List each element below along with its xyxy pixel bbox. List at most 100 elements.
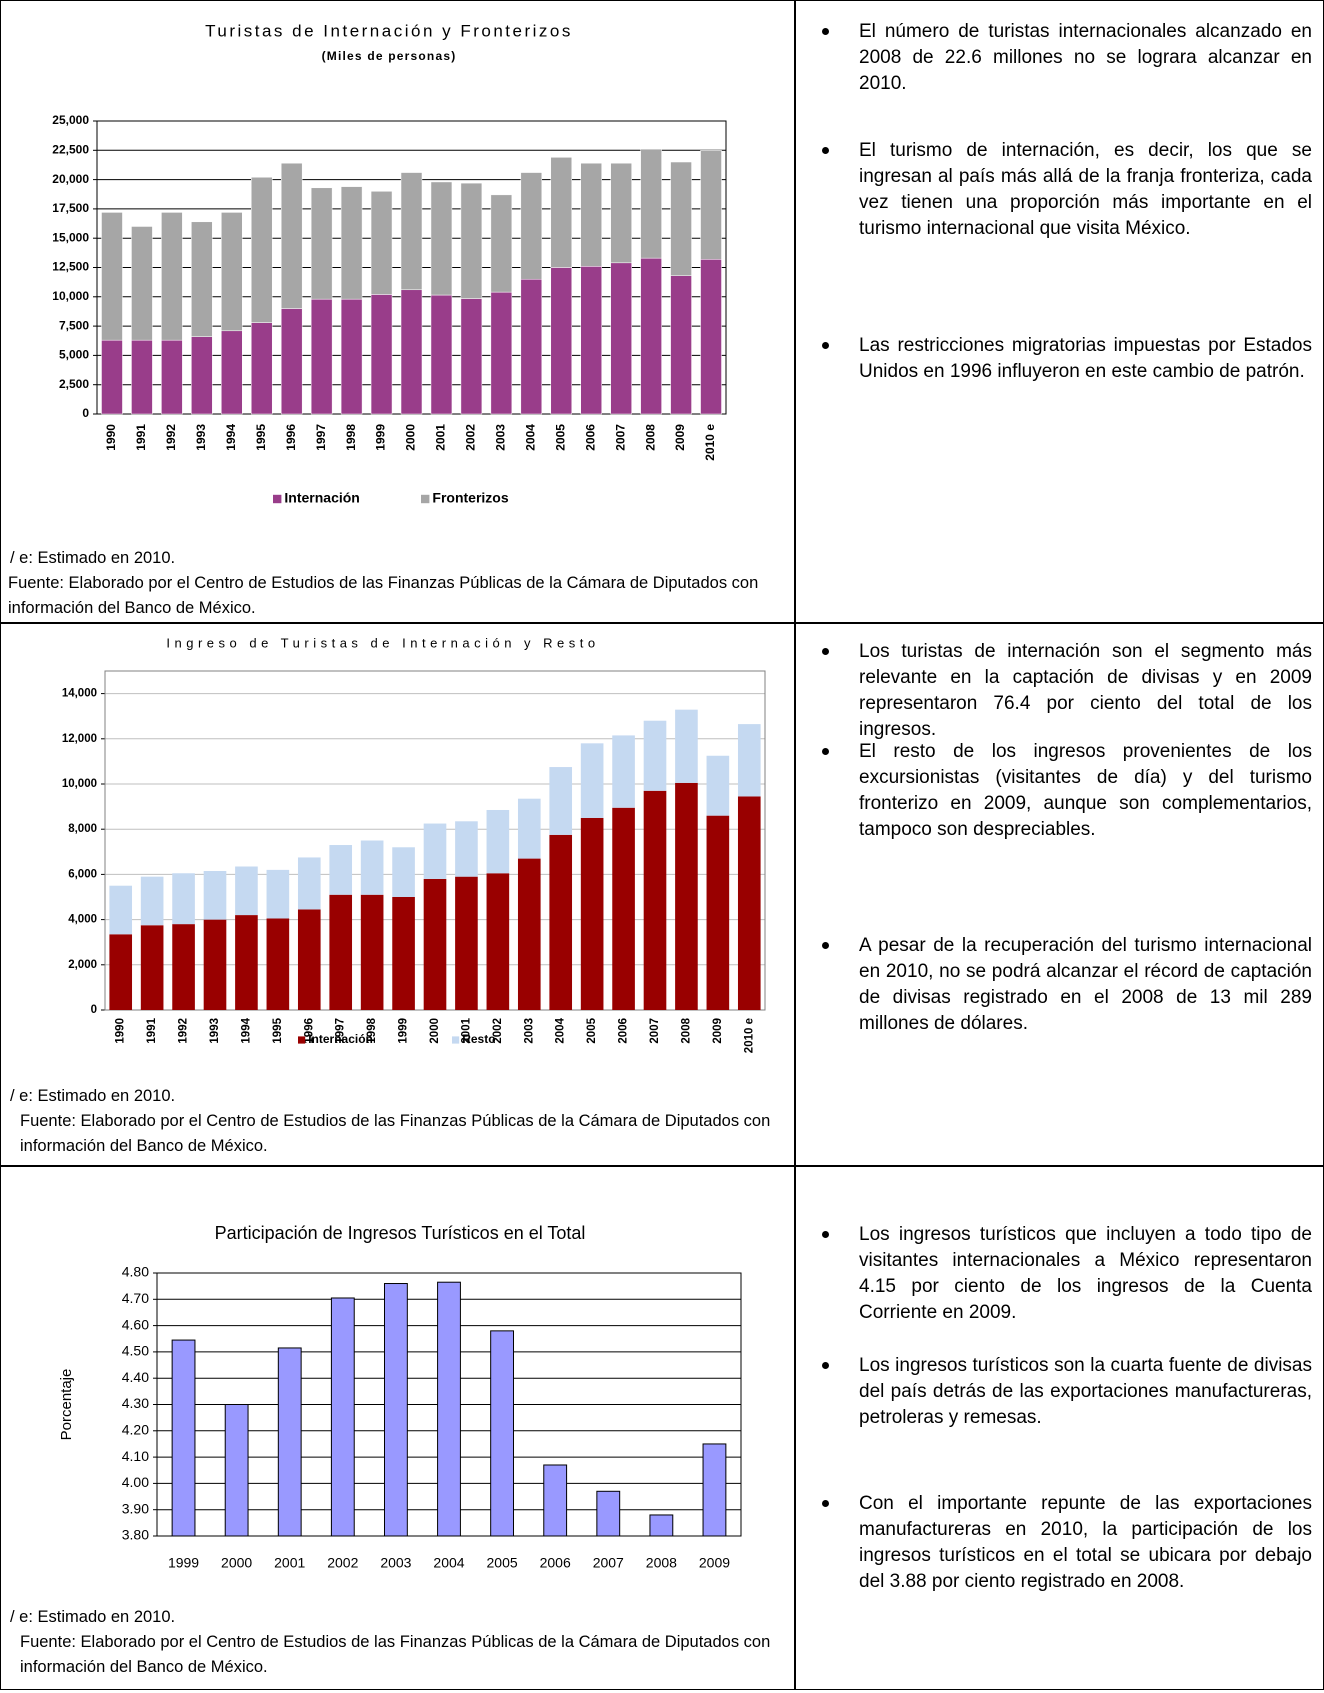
bar-segment [580, 743, 604, 818]
bar [702, 1443, 727, 1537]
source-note: / e: Estimado en 2010. [10, 1087, 176, 1105]
y-tick-label: 4.70 [122, 1290, 149, 1306]
legend-swatch [452, 1036, 460, 1044]
bar-segment [172, 873, 195, 925]
y-tick-label: 25,000 [52, 113, 89, 127]
chart-title: Participación de Ingresos Turísticos en … [215, 1223, 586, 1243]
y-tick-label: 10,000 [62, 778, 97, 790]
bar-segment [392, 847, 415, 897]
x-tick-label: 2008 [646, 1555, 677, 1571]
bar-segment [737, 724, 761, 797]
bullet-text: Los ingresos turísticos que incluyen a t… [822, 1222, 1312, 1326]
y-tick-label: 4.00 [122, 1474, 149, 1490]
source-note: / e: Estimado en 2010. [10, 1608, 176, 1626]
legend-label: Resto [462, 1032, 495, 1046]
bullet-text: Con el importante repunte de las exporta… [822, 1491, 1312, 1595]
y-tick-label: 5,000 [59, 348, 89, 362]
bar-segment [423, 878, 447, 1010]
bar-segment [640, 148, 662, 259]
x-tick-label: 2004 [523, 424, 537, 451]
bar-segment [280, 308, 303, 415]
x-tick-label: 1990 [104, 424, 118, 451]
y-tick-label: 4.20 [122, 1422, 149, 1438]
legend-label: Fronterizos [432, 490, 508, 506]
legend-swatch [298, 1036, 306, 1044]
bar-segment [490, 291, 513, 415]
y-tick-label: 4.80 [122, 1264, 149, 1280]
bar-segment [486, 873, 510, 1010]
bar-segment [310, 187, 333, 300]
bar-segment [643, 790, 667, 1010]
bar-segment [329, 894, 353, 1010]
bar-segment [550, 157, 572, 268]
bar-segment [612, 807, 635, 1010]
x-tick-label: 2006 [583, 424, 597, 451]
bar-segment [700, 150, 722, 260]
bar-segment [266, 918, 290, 1010]
cell [0, 1165, 796, 1690]
bar-segment [203, 919, 227, 1010]
bar-segment [460, 182, 483, 299]
x-tick-label: 2002 [492, 1018, 504, 1044]
bar-segment [670, 275, 692, 415]
x-tick-label: 2009 [673, 424, 687, 451]
x-tick-label: 1995 [272, 1017, 284, 1043]
x-tick-label: 2007 [649, 1018, 661, 1044]
x-tick-label: 2001 [274, 1555, 305, 1571]
bar-segment [700, 259, 722, 415]
bar-segment [360, 894, 384, 1010]
y-tick-label: 20,000 [52, 172, 89, 186]
x-tick-label: 2004 [433, 1555, 464, 1571]
bar-segment [131, 339, 153, 415]
x-tick-label: 2003 [380, 1555, 411, 1571]
bar-segment [140, 876, 164, 926]
bar-segment [140, 925, 164, 1010]
bar-segment [423, 823, 447, 879]
x-tick-label: 2010 e [743, 1018, 755, 1053]
x-tick-label: 1994 [240, 1017, 252, 1043]
bar-segment [360, 840, 384, 895]
bar [596, 1490, 621, 1537]
bar-segment [580, 162, 602, 267]
x-tick-label: 1999 [374, 424, 388, 451]
y-tick-label: 0 [82, 406, 89, 420]
bar-segment [640, 257, 662, 415]
bar-segment [340, 186, 363, 300]
y-tick-label: 7,500 [59, 318, 89, 332]
x-tick-label: 2001 [434, 424, 448, 451]
x-tick-label: 1991 [134, 424, 148, 451]
y-tick-label: 4.60 [122, 1316, 149, 1332]
bar-segment [517, 858, 541, 1010]
y-tick-label: 3.90 [122, 1500, 149, 1516]
chart-title: Ingreso de Turistas de Internación y Res… [166, 635, 599, 650]
y-tick-label: 4,000 [68, 914, 97, 926]
bar-segment [235, 866, 258, 916]
bar-segment [310, 298, 333, 415]
bar-segment [109, 934, 133, 1010]
chart: Ingreso de Turistas de Internación y Res… [62, 635, 766, 1053]
bar-segment [737, 796, 761, 1010]
bar-segment [161, 339, 183, 415]
y-tick-label: 22,500 [52, 142, 89, 156]
bar-segment [109, 885, 133, 935]
x-tick-label: 1996 [284, 424, 298, 451]
bar-segment [643, 720, 667, 791]
x-tick-label: 2001 [460, 1017, 472, 1043]
x-tick-label: 2006 [540, 1555, 571, 1571]
bullet-text: Las restricciones migratorias impuestas … [822, 333, 1312, 385]
bullet-text: El turismo de internación, es decir, los… [822, 138, 1312, 242]
bar-segment [610, 262, 632, 415]
bullet-text: Los ingresos turísticos son la cuarta fu… [822, 1353, 1312, 1431]
source-note: Fuente: Elaborado por el Centro de Estud… [20, 1112, 771, 1155]
y-axis-label: Porcentaje [58, 1369, 75, 1441]
bar-segment [460, 298, 483, 415]
bar-segment [280, 162, 303, 309]
x-tick-label: 1999 [398, 1018, 410, 1044]
x-tick-label: 2006 [618, 1018, 630, 1044]
bar-segment [203, 871, 227, 920]
x-tick-label: 1998 [344, 424, 358, 451]
cell [0, 622, 796, 1167]
x-tick-label: 1990 [115, 1018, 127, 1044]
source-note: / e: Estimado en 2010. [10, 549, 176, 567]
